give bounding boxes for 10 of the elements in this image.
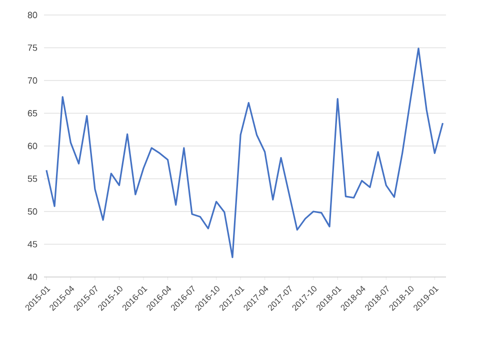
y-tick-label: 60	[28, 142, 38, 150]
y-tick-label: 40	[28, 274, 38, 280]
y-tick-label: 55	[28, 176, 38, 182]
y-tick-label: 80	[28, 12, 38, 18]
line-series	[46, 48, 444, 258]
y-tick-label: 45	[28, 241, 38, 248]
y-tick-label: 65	[28, 110, 38, 116]
y-tick-label: 75	[28, 44, 38, 51]
y-tick-label: 50	[28, 208, 38, 215]
y-tick-label: 70	[28, 77, 38, 84]
